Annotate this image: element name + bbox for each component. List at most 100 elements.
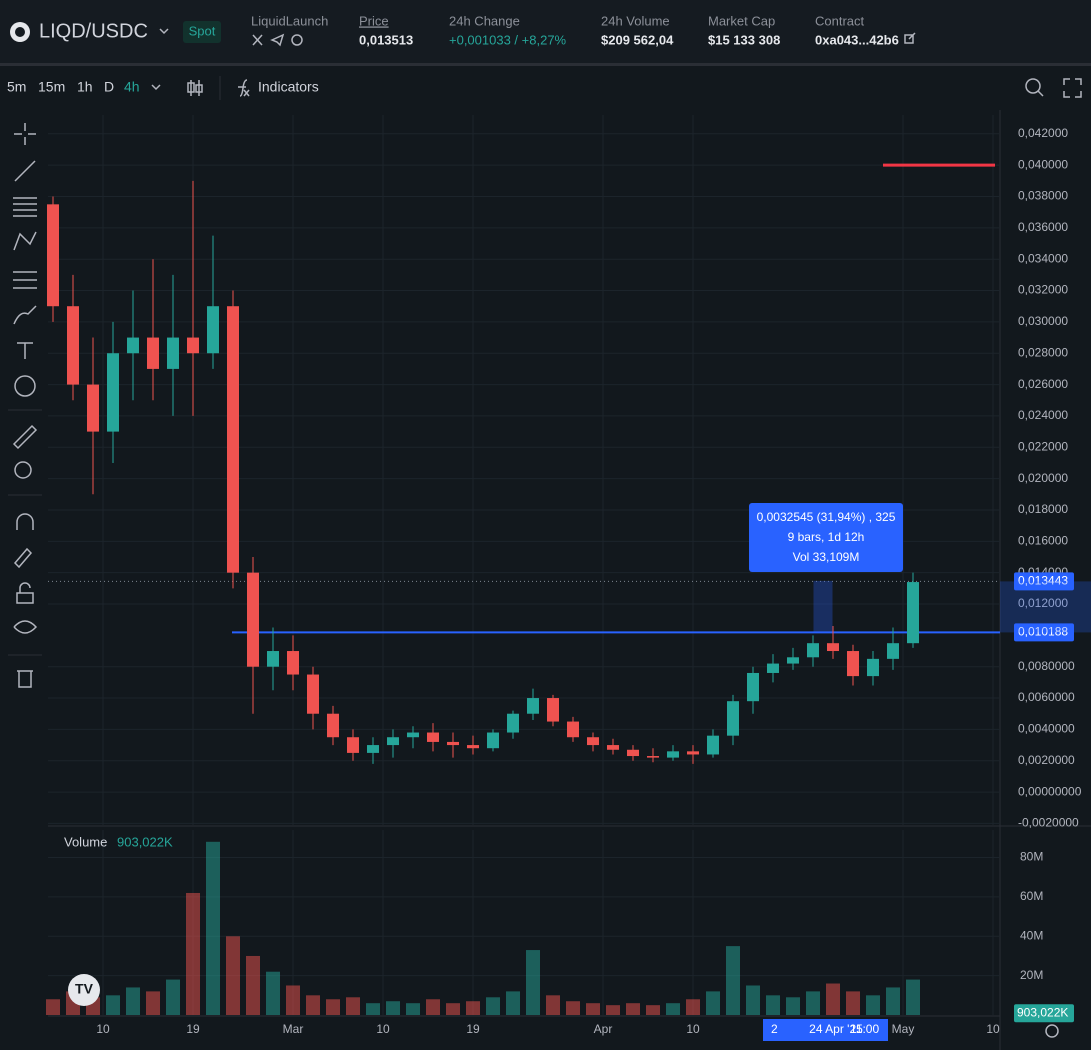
y-tick-label: 0,030000 [1018, 314, 1068, 328]
candle-body [407, 732, 419, 738]
lock-tool[interactable] [16, 582, 34, 604]
candle-body [647, 756, 659, 758]
pair-title[interactable]: LIQD/USDC [39, 20, 148, 42]
volume-bar [706, 991, 720, 1015]
volume-bar [386, 1001, 400, 1015]
interval-button[interactable]: 1h [77, 79, 93, 95]
y-tick-label: 0,022000 [1018, 439, 1068, 453]
x-link[interactable] [252, 34, 263, 46]
candle-body [727, 701, 739, 736]
website-link[interactable] [291, 34, 303, 46]
pair-dropdown[interactable] [159, 28, 169, 35]
measure-tooltip-line: 9 bars, 1d 12h [788, 530, 865, 544]
candle-body [187, 337, 199, 354]
project-name: LiquidLaunch [251, 13, 328, 28]
crosshair-tool[interactable] [14, 123, 36, 145]
volume-bar [106, 995, 120, 1015]
candle-body [147, 337, 159, 369]
y-tick-label: 0,0080000 [1018, 659, 1075, 673]
tv-logo[interactable] [68, 974, 100, 1006]
candle-body [887, 643, 899, 659]
volume-bar [766, 995, 780, 1015]
stat-value: 0,013513 [359, 32, 413, 47]
telegram-link[interactable] [270, 33, 285, 47]
y-tick-label: 0,040000 [1018, 157, 1068, 171]
candle-body [567, 721, 579, 738]
y-tick-label: 0,0040000 [1018, 722, 1075, 736]
brush-tool[interactable] [13, 305, 37, 325]
pattern-tool[interactable] [13, 231, 37, 251]
y-tick-label: 0,028000 [1018, 345, 1068, 359]
candle-body [207, 306, 219, 354]
candle-body [527, 698, 539, 714]
spot-label: Spot [189, 23, 216, 38]
volume-bar [646, 1005, 660, 1015]
volume-bar [546, 995, 560, 1015]
zoom-button[interactable] [1025, 78, 1041, 94]
price-label: 0,010188 [1018, 625, 1068, 639]
interval-button[interactable]: 5m [7, 79, 26, 95]
candle-body [507, 713, 519, 733]
candle-body [767, 663, 779, 673]
candle-body [107, 353, 119, 432]
candle-body [847, 651, 859, 677]
x-tick-label: 10 [96, 1022, 110, 1036]
contract-link[interactable] [904, 32, 916, 44]
settings-button[interactable] [1045, 1024, 1059, 1038]
interval-button[interactable]: D [104, 79, 114, 95]
hide-tool[interactable] [13, 620, 38, 634]
volume-bar [426, 999, 440, 1015]
y-tick-label: 0,042000 [1018, 126, 1068, 140]
stat-value: +0,001033 / +8,27% [449, 32, 567, 47]
volume-bar [846, 991, 860, 1015]
zoom-handle [1037, 90, 1044, 97]
interval-button[interactable]: 15m [38, 79, 65, 95]
stat-value: $15 133 308 [708, 32, 780, 47]
y-tick-label: 0,016000 [1018, 533, 1068, 547]
delete-tool[interactable] [17, 670, 33, 688]
stat-label: 24h Change [449, 13, 520, 28]
token-logo-inner [15, 27, 25, 37]
stat-label: Market Cap [708, 13, 775, 28]
x-tick-label: 19 [186, 1022, 200, 1036]
indicators-button[interactable]: Indicators [258, 79, 319, 95]
volume-tick-label: 60M [1020, 889, 1043, 903]
volume-bar [566, 1001, 580, 1015]
price-label-box [1014, 572, 1074, 591]
zoom-tool[interactable] [14, 461, 32, 479]
y-tick-label: 0,036000 [1018, 220, 1068, 234]
y-tick-label: 0,020000 [1018, 471, 1068, 485]
chart-type-button[interactable] [187, 80, 203, 96]
magnet-tool[interactable] [16, 513, 34, 530]
volume-bar [126, 987, 140, 1015]
time-label-date: 24 Apr '25 [809, 1022, 863, 1036]
candle-body [227, 306, 239, 573]
volume-bar [586, 1003, 600, 1015]
stat-label: Price [359, 13, 389, 28]
x-tick-label: May [892, 1022, 915, 1036]
volume-bar [306, 995, 320, 1015]
y-tick-label: 0,038000 [1018, 189, 1068, 203]
y-tick-label: 0,00000000 [1018, 784, 1082, 798]
x-tick-label: 10 [686, 1022, 700, 1036]
emoji-tool[interactable] [14, 375, 36, 397]
projection-tool[interactable] [13, 271, 37, 289]
interval-button[interactable]: 4h [124, 79, 140, 95]
volume-bar [246, 955, 260, 1015]
tv-logo-text: TV [75, 981, 94, 997]
measure-tooltip-line: 0,0032545 (31,94%) , 325 [757, 510, 896, 524]
measure-area [813, 580, 833, 633]
candle-body [827, 643, 839, 652]
stat-label: 24h Volume [601, 13, 670, 28]
fullscreen-button[interactable] [1063, 78, 1082, 98]
ruler-tool[interactable] [12, 424, 38, 450]
fib-tool[interactable] [13, 197, 37, 217]
stat-value: 0xa043...42b6 [815, 32, 899, 47]
fx-icon[interactable] [238, 79, 250, 97]
volume-bar [206, 841, 220, 1015]
text-tool[interactable] [17, 342, 33, 359]
interval-dropdown[interactable] [151, 84, 161, 91]
trendline-tool[interactable] [14, 160, 36, 182]
lock-drawing-tool[interactable] [13, 547, 33, 569]
